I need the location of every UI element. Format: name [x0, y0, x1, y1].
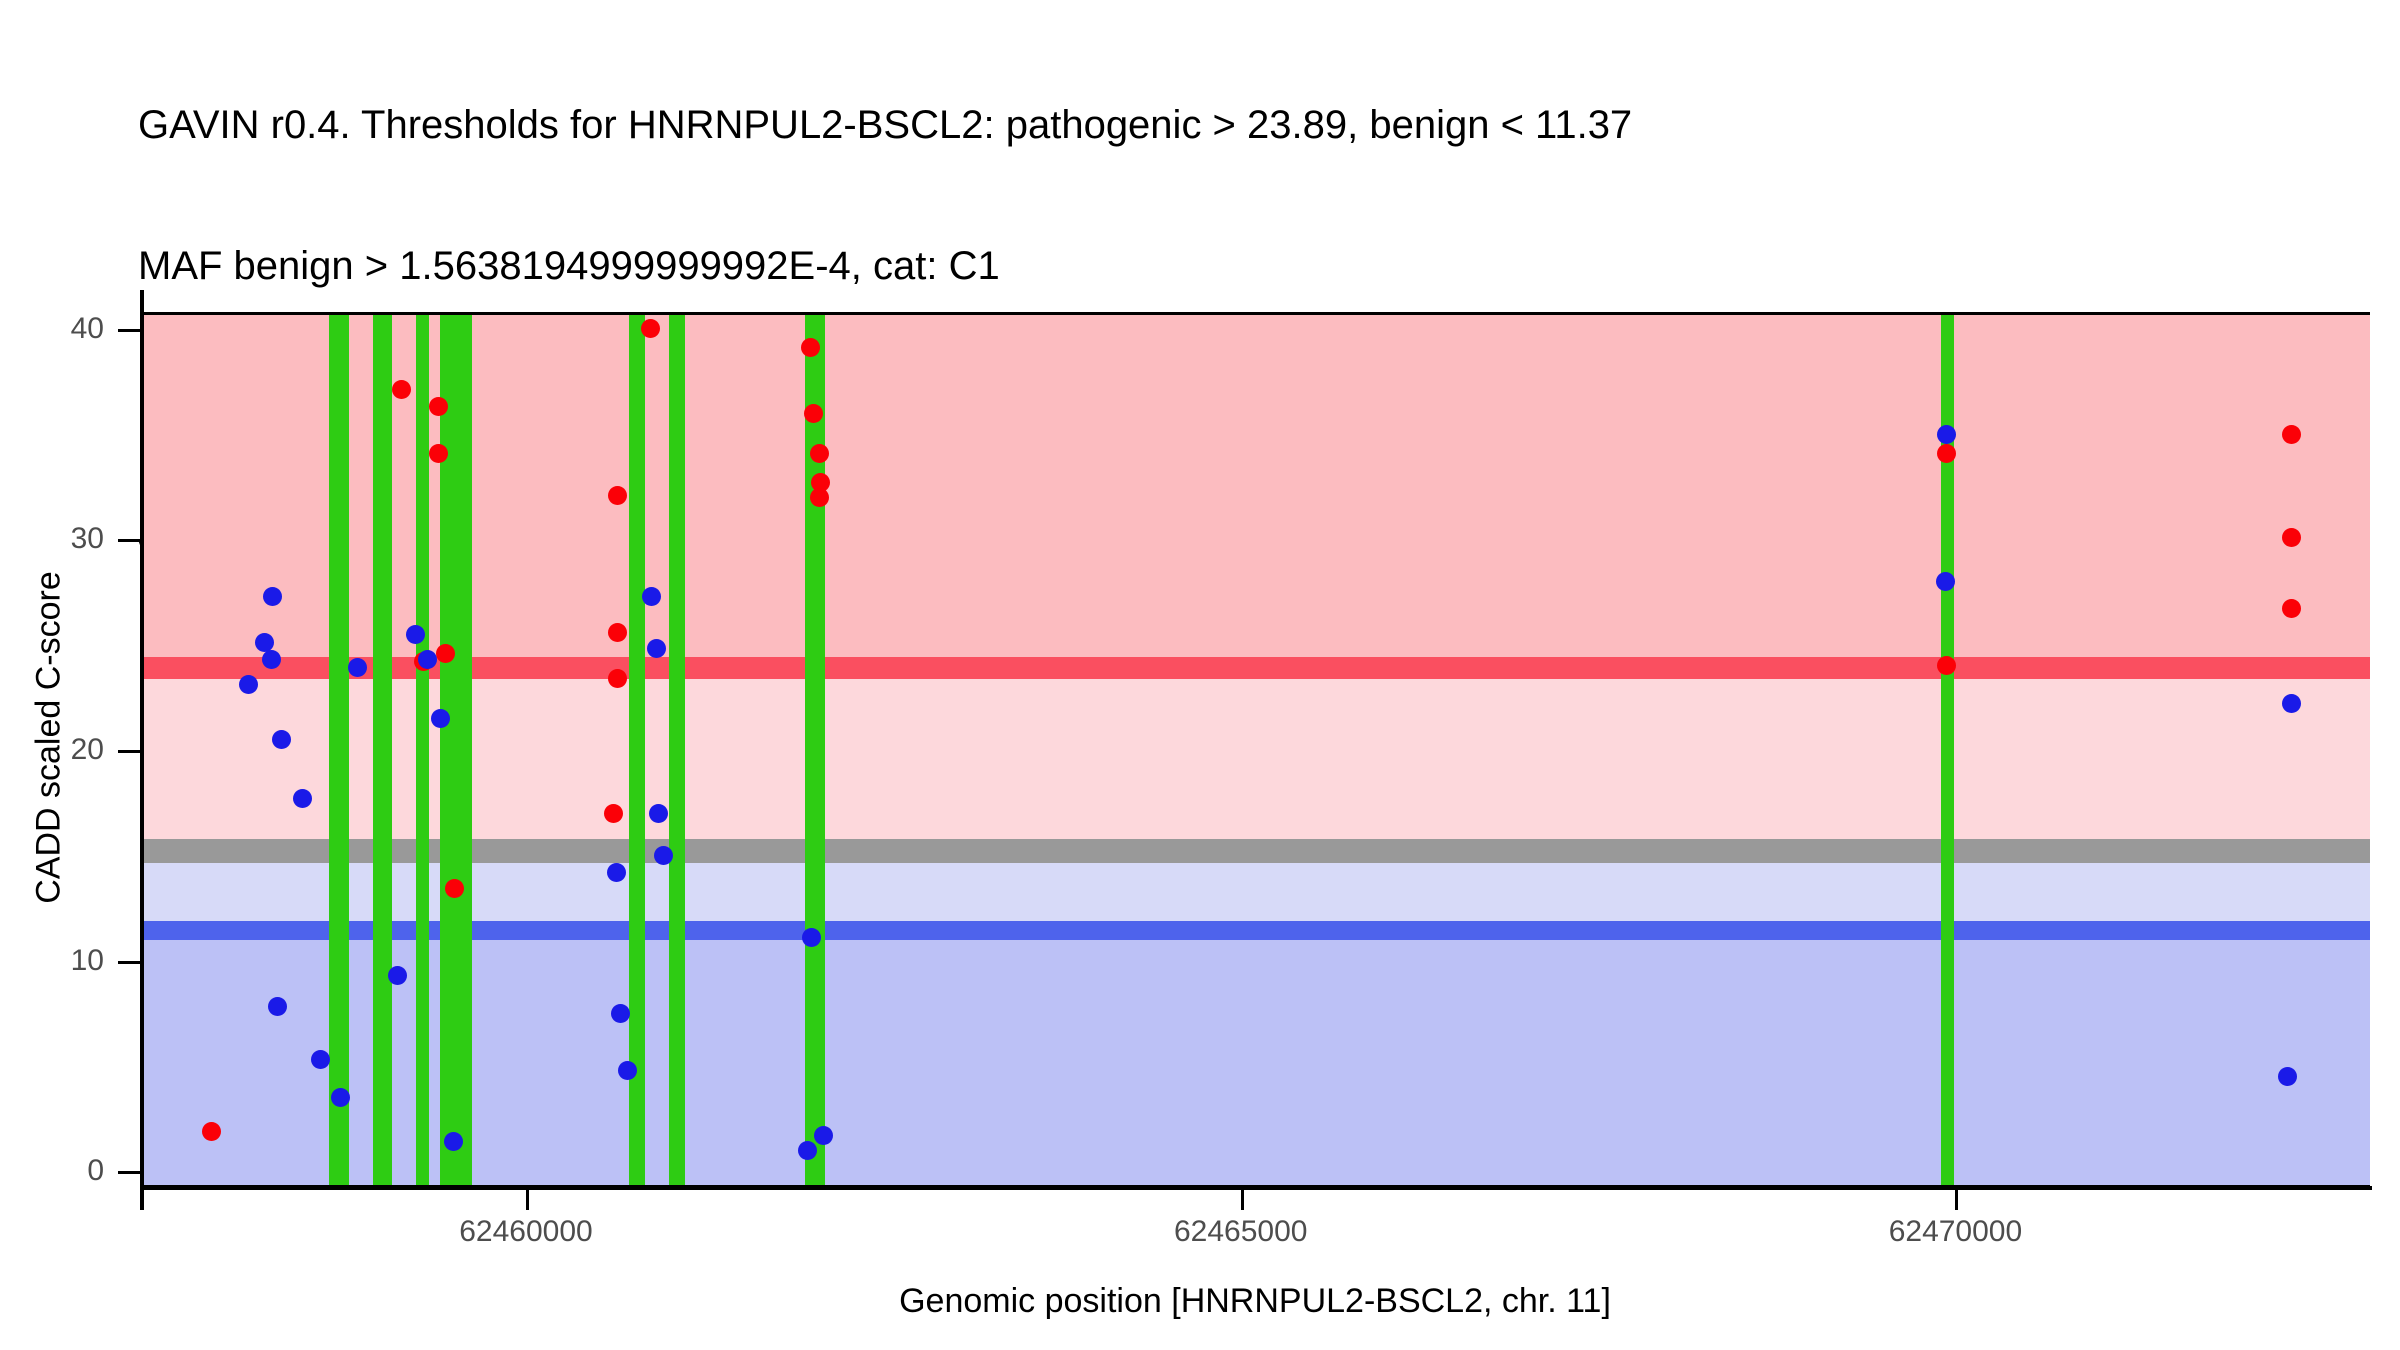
gnomad-variant-point [642, 586, 662, 606]
pathogenic-variant-point [429, 443, 449, 463]
gnomad-variant-point [254, 633, 274, 653]
gnomad-variant-point [2277, 1066, 2297, 1086]
band-benign-zone [140, 939, 2370, 1188]
y-axis-tick-label: 10 [70, 943, 104, 977]
pathogenic-variant-point [803, 403, 823, 423]
band-benign-threshold-line [140, 920, 2370, 940]
gnomad-variant-point [330, 1087, 350, 1107]
refseq-exon-bar [415, 312, 429, 1188]
band-vus-upper-zone [140, 679, 2370, 852]
y-axis-tick [118, 750, 140, 753]
gnomad-variant-point [2281, 694, 2301, 714]
gnomad-variant-point [610, 1003, 630, 1023]
band-fallback-threshold-line [140, 839, 2370, 863]
pathogenic-variant-point [607, 622, 627, 642]
gnomad-variant-point [430, 708, 450, 728]
gnomad-variant-point [802, 927, 822, 947]
gnomad-variant-point [646, 639, 666, 659]
pathogenic-variant-point [603, 803, 623, 823]
pathogenic-variant-point [2281, 424, 2301, 444]
gnomad-variant-point [606, 862, 626, 882]
pathogenic-variant-point [809, 487, 829, 507]
band-pathogenic-zone [140, 312, 2370, 669]
refseq-exon-bar [668, 312, 685, 1188]
pathogenic-variant-point [810, 473, 830, 493]
y-axis-tick [118, 539, 140, 543]
gnomad-variant-point [1937, 424, 1957, 444]
band-vus-lower-zone [140, 862, 2370, 921]
y-axis-tick-label: 0 [87, 1154, 104, 1188]
refseq-exon-bar [628, 312, 645, 1188]
pathogenic-variant-point [436, 643, 456, 663]
refseq-exon-bar [440, 312, 472, 1188]
pathogenic-variant-point [809, 443, 829, 463]
pathogenic-variant-point [1937, 443, 1957, 463]
gnomad-variant-point [417, 649, 437, 669]
x-axis-title: Genomic position [HNRNPUL2-BSCL2, chr. 1… [899, 1282, 1611, 1320]
pathogenic-variant-point [444, 879, 464, 899]
y-axis-tick-label: 40 [70, 311, 104, 345]
gnomad-variant-point [617, 1060, 637, 1080]
y-axis-line [140, 290, 144, 1210]
gnomad-variant-point [387, 965, 407, 985]
pathogenic-variant-point [607, 668, 627, 688]
x-axis-tick-label: 62460000 [459, 1215, 593, 1248]
x-axis-tick [525, 1190, 529, 1210]
gnomad-variant-point [293, 788, 313, 808]
y-axis-tick [118, 1171, 140, 1175]
x-axis-tick [1955, 1190, 1959, 1210]
pathogenic-variant-point [800, 338, 820, 358]
x-axis-tick-label: 62465000 [1173, 1215, 1308, 1248]
y-axis-tick [118, 328, 140, 332]
pathogenic-variant-point [392, 380, 412, 400]
title-line-2: MAF benign > 1.5638194999999992E-4, cat:… [138, 244, 1000, 288]
gnomad-variant-point [262, 649, 281, 669]
y-axis-tick-label: 30 [70, 522, 104, 556]
pathogenic-variant-point [2281, 527, 2301, 547]
refseq-exon-bar [804, 312, 825, 1188]
x-axis-tick-label: 62470000 [1888, 1215, 2023, 1248]
pathogenic-variant-point [1937, 656, 1957, 676]
pathogenic-variant-point [640, 319, 660, 339]
gnomad-variant-point [347, 658, 367, 678]
y-axis-tick [118, 960, 140, 964]
gnomad-variant-point [813, 1125, 833, 1145]
scatter-plot-panel [140, 312, 2370, 1188]
y-axis-tick-label: 20 [70, 733, 104, 766]
pathogenic-variant-point [429, 397, 449, 417]
refseq-exon-bar [1941, 312, 1954, 1188]
pathogenic-variant-point [2281, 599, 2301, 619]
gnomad-variant-point [267, 997, 287, 1017]
gnomad-variant-point [406, 624, 426, 644]
gnomad-variant-point [263, 586, 283, 606]
gnomad-variant-point [798, 1140, 818, 1160]
band-pathogenic-threshold-line [140, 656, 2370, 680]
pathogenic-variant-point [201, 1121, 221, 1141]
refseq-exon-bar [328, 312, 349, 1188]
pathogenic-variant-point [607, 485, 627, 505]
gnomad-variant-point [653, 845, 673, 865]
gnomad-variant-point [443, 1132, 463, 1152]
gnomad-variant-point [649, 803, 669, 823]
y-axis-title: CADD scaled C-score [29, 571, 68, 904]
title-line-1: GAVIN r0.4. Thresholds for HNRNPUL2-BSCL… [138, 103, 1633, 147]
gnomad-variant-point [1935, 572, 1955, 592]
gnomad-variant-point [272, 729, 292, 749]
x-axis-tick [1240, 1190, 1244, 1210]
gnomad-variant-point [239, 675, 259, 695]
gnomad-variant-point [310, 1050, 330, 1070]
x-axis-line [140, 1186, 2372, 1190]
refseq-exon-bar [373, 312, 392, 1188]
